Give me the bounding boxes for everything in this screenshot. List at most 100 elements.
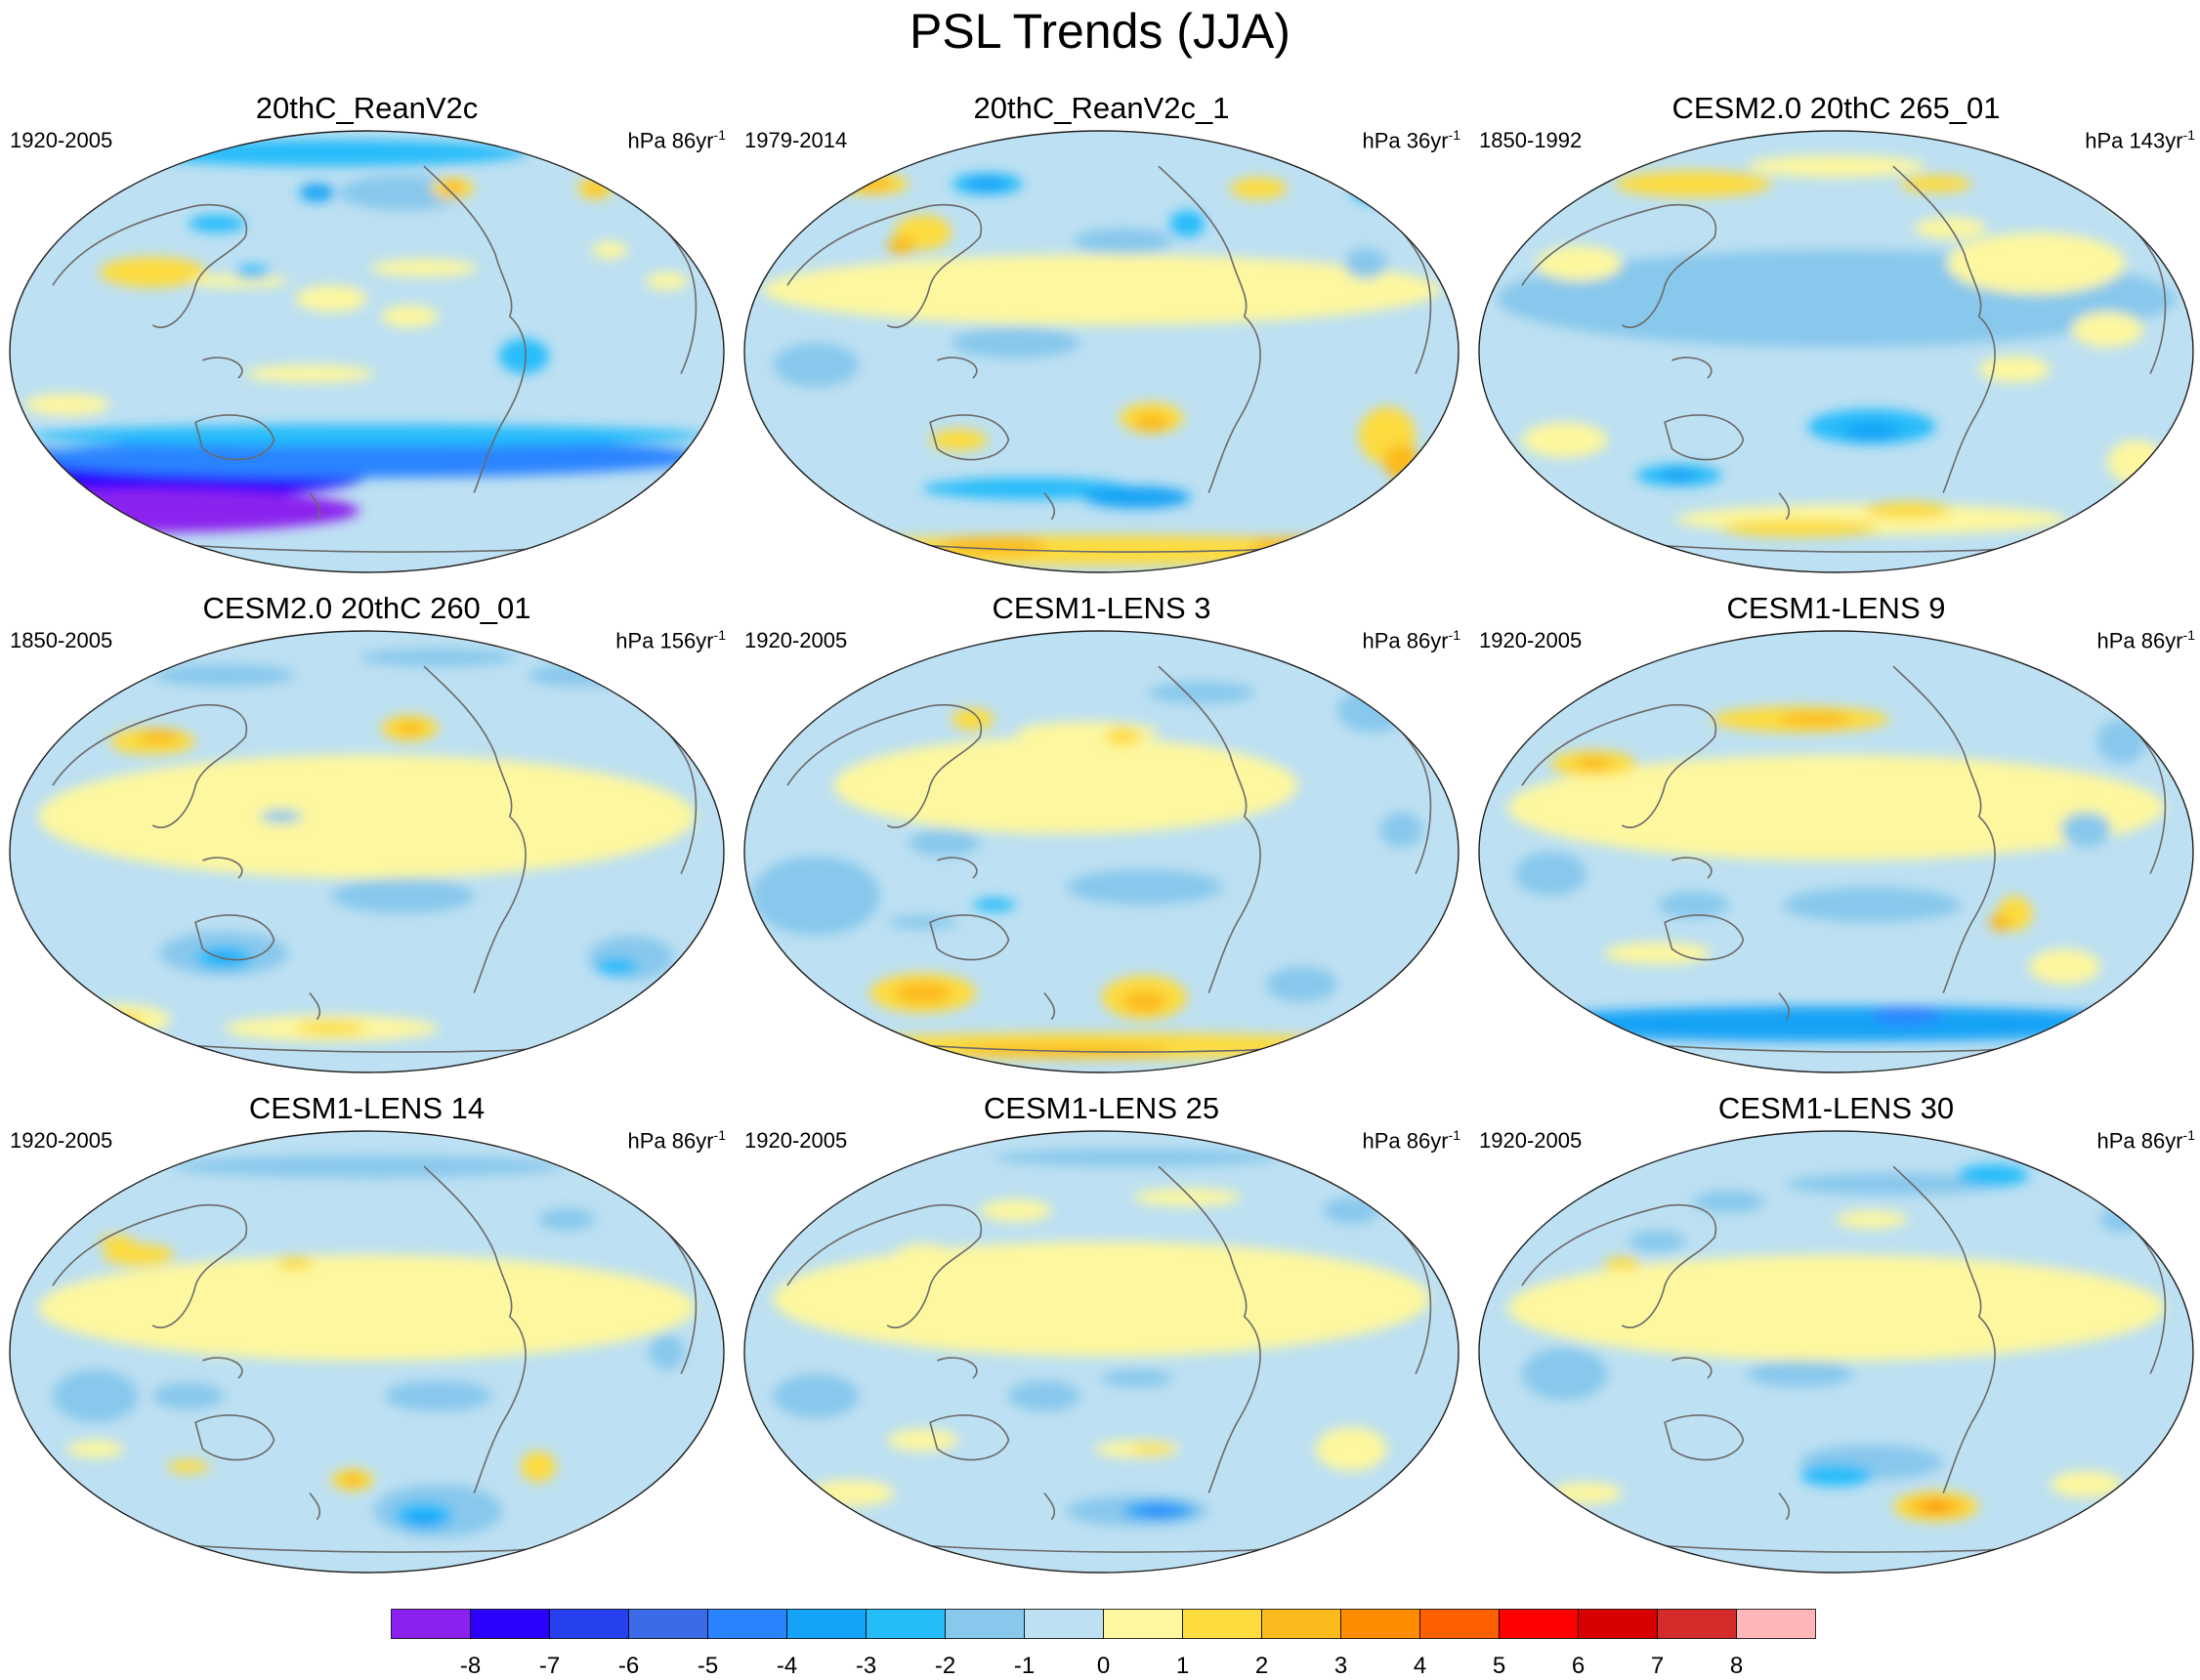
anomaly-region (1248, 536, 1356, 555)
anomaly-region (295, 1022, 367, 1035)
panel-period: 1979-2014 (744, 128, 848, 152)
panel-units: hPa 86yr-1 (2096, 621, 2195, 654)
units-text: hPa 86yr (1362, 1128, 1449, 1154)
units-exponent: -1 (2182, 627, 2195, 643)
anomaly-region (1379, 812, 1423, 848)
map-panel: 20thC_ReanV2c 1920-2005 hPa 86yr-1 (0, 90, 734, 590)
units-text: hPa 36yr (1362, 128, 1449, 153)
panel-units: hPa 86yr-1 (2096, 1121, 2195, 1155)
anomaly-region (170, 1155, 564, 1178)
colorbar-swatch (549, 1609, 629, 1639)
anomaly-region (38, 754, 696, 879)
panel-title: CESM1-LENS 14 (248, 1091, 486, 1125)
anomaly-region (2107, 440, 2165, 484)
globe-outline (9, 1130, 725, 1574)
anomaly-region (894, 982, 952, 1004)
anomaly-region (88, 1012, 146, 1027)
anomaly-region (591, 241, 628, 260)
anomaly-region (1786, 1172, 2001, 1196)
colorbar-swatch (1103, 1609, 1183, 1639)
anomaly-region (1129, 1444, 1173, 1453)
anomaly-region (941, 536, 1048, 555)
colorbar-swatch (1340, 1609, 1420, 1639)
anomaly-region (1693, 1019, 1837, 1037)
colorbar-label: 3 (1334, 1653, 1347, 1679)
anomaly-region (395, 721, 424, 735)
globe-map (9, 630, 725, 1073)
anomaly-region (1864, 501, 1951, 520)
anomaly-region (887, 915, 959, 930)
anomaly-region (1842, 422, 1901, 441)
panel-period: 1920-2005 (1479, 628, 1583, 652)
globe-outline (1478, 130, 2194, 573)
panel-title: CESM1-LENS 30 (1717, 1091, 1955, 1125)
panel-period: 1920-2005 (744, 628, 848, 652)
panel-title: CESM1-LENS 9 (1726, 591, 1946, 625)
panel-period: 1920-2005 (10, 1128, 113, 1153)
anomaly-region (909, 829, 981, 857)
globe-map (1478, 1130, 2194, 1574)
anomaly-region (1083, 485, 1191, 509)
colorbar-label: -1 (1014, 1653, 1035, 1679)
colorbar-label: 8 (1730, 1653, 1743, 1679)
anomaly-region (234, 265, 271, 279)
anomaly-region (1872, 1006, 1944, 1025)
globe-map (1478, 630, 2194, 1073)
panel-units: hPa 143yr-1 (2085, 121, 2195, 154)
map-panel: 20thC_ReanV2c_1 1979-2014 hPa 36yr-1 (735, 90, 1468, 590)
anomaly-region (2028, 948, 2100, 985)
anomaly-region (537, 1208, 596, 1231)
anomaly-region (370, 259, 478, 277)
anomaly-region (588, 935, 674, 981)
anomaly-region (1836, 1210, 1908, 1229)
anomaly-region (245, 364, 374, 383)
anomaly-region (645, 272, 689, 290)
figure-title: PSL Trends (JJA) (910, 4, 1290, 59)
globe-map (9, 130, 725, 573)
colorbar-swatch (1419, 1609, 1500, 1639)
anomaly-region (138, 730, 182, 744)
anomaly-region (887, 236, 916, 255)
anomaly-region (1957, 1163, 2029, 1187)
colorbar-label: 1 (1176, 1653, 1189, 1679)
anomaly-region (762, 254, 1441, 325)
anomaly-region (2107, 179, 2165, 215)
colorbar-swatch (1736, 1609, 1816, 1639)
anomaly-region (972, 898, 1016, 912)
anomaly-region (773, 342, 859, 388)
colorbar: -8 -7 -6 -5 -4 -3 -2 -1 0 1 2 3 4 5 6 7 8 (391, 1609, 1816, 1679)
anomaly-region (930, 477, 1130, 500)
panel-period: 1850-2005 (10, 628, 113, 652)
map-panel: CESM2.0 20thC 260_01 1850-2005 hPa 156yr-1 (0, 590, 734, 1090)
anomaly-region (1799, 1464, 1873, 1487)
panel-units: hPa 86yr-1 (1362, 621, 1460, 654)
panel-title: CESM1-LENS 25 (983, 1091, 1220, 1125)
colorbar-label: 0 (1097, 1653, 1110, 1679)
units-text: hPa 86yr (627, 1128, 714, 1154)
anomaly-region (1230, 177, 1288, 200)
anomaly-region (1747, 154, 1925, 178)
units-exponent: -1 (2182, 127, 2195, 143)
colorbar-label: 7 (1651, 1653, 1664, 1679)
anomaly-region (38, 1254, 696, 1362)
globe-outline (743, 130, 1460, 573)
anomaly-region (1521, 422, 1608, 458)
anomaly-region (1514, 852, 1587, 897)
anomaly-region (887, 1429, 959, 1451)
anomaly-region (66, 1440, 124, 1458)
anomaly-region (1721, 519, 1880, 537)
panel-period: 1920-2005 (744, 1128, 848, 1153)
colorbar-label: -4 (777, 1653, 797, 1679)
anomaly-region (23, 393, 110, 416)
anomaly-region (360, 649, 518, 667)
panel-title: 20thC_ReanV2c (255, 91, 479, 125)
units-exponent: -1 (1448, 127, 1460, 143)
map-panel: CESM2.0 20thC 265_01 1850-1992 hPa 143yr-1 (1469, 90, 2200, 590)
anomaly-region (442, 181, 464, 195)
anomaly-region (1133, 1188, 1242, 1206)
units-text: hPa 156yr (615, 628, 714, 653)
anomaly-region (980, 1199, 1052, 1222)
anomaly-region (1073, 228, 1173, 255)
anomaly-region (922, 482, 994, 495)
globe-map (9, 1130, 725, 1574)
